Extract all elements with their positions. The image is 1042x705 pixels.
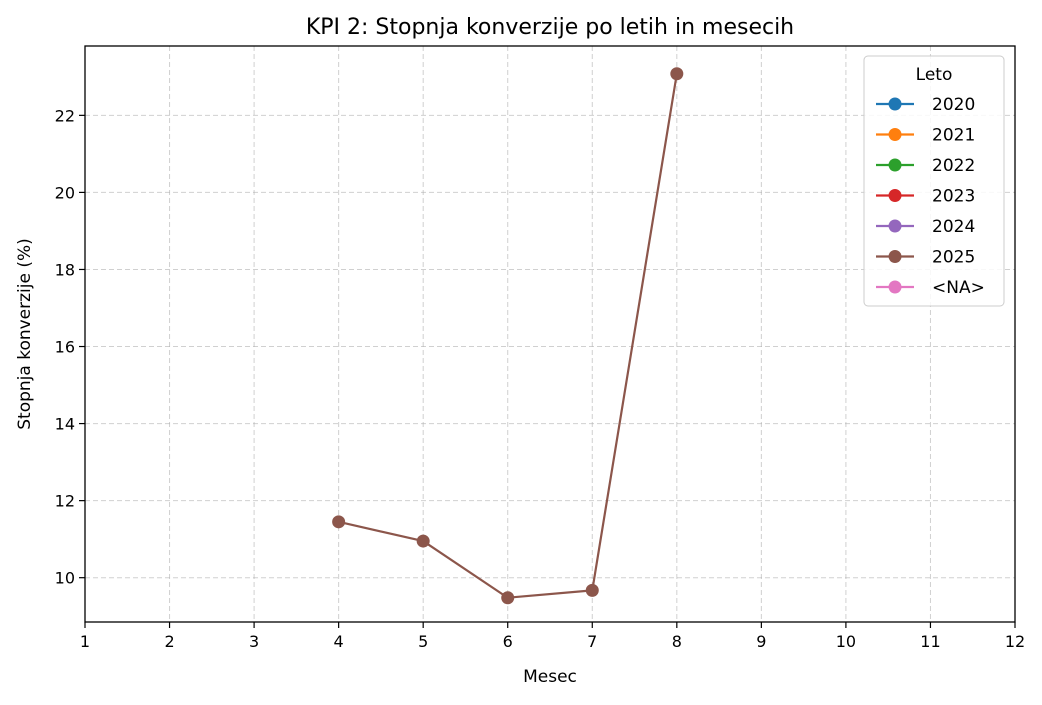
data-point: [332, 515, 346, 529]
legend-swatch-marker: [888, 97, 902, 111]
y-tick-label: 16: [55, 338, 75, 357]
y-tick-label: 20: [55, 183, 75, 202]
legend-label: <NA>: [932, 278, 985, 298]
plot-frame: [84, 45, 1016, 623]
x-tick-label: 3: [249, 632, 259, 651]
x-tick-label: 6: [503, 632, 513, 651]
x-tick-label: 1: [80, 632, 90, 651]
y-axis-label: Stopnja konverzije (%): [15, 238, 35, 430]
legend-items: 2020 2021 2022 2023 2024 2025 <NA>: [876, 95, 985, 298]
y-tick-label: 12: [55, 492, 75, 511]
x-tick-label: 8: [672, 632, 682, 651]
legend-label: 2023: [932, 187, 975, 207]
legend-swatch-marker: [888, 189, 902, 202]
x-tick-label: 4: [334, 632, 344, 651]
x-tick-label: 12: [1005, 632, 1025, 651]
x-tick-label: 2: [164, 632, 174, 651]
x-tick-label: 10: [836, 632, 856, 651]
legend-swatch-marker: [888, 219, 902, 233]
x-tick-label: 7: [587, 632, 597, 651]
chart-title: KPI 2: Stopnja konverzije po letih in me…: [306, 15, 794, 40]
legend-label: 2021: [932, 126, 975, 146]
y-tick-label: 22: [55, 106, 75, 125]
legend-label: 2022: [932, 156, 975, 176]
legend-swatch-marker: [888, 250, 902, 263]
x-axis-label: Mesec: [523, 667, 577, 687]
x-tick-label: 5: [418, 632, 428, 651]
y-tick-label: 18: [55, 260, 75, 279]
series-layer: [332, 67, 684, 605]
x-tick-label: 9: [756, 632, 766, 651]
y-tick-label: 10: [55, 569, 75, 588]
legend-swatch-marker: [888, 158, 902, 172]
x-tick-label: 11: [920, 632, 940, 651]
data-point: [416, 534, 430, 548]
data-point: [670, 67, 684, 81]
legend-swatch-marker: [888, 128, 902, 141]
legend-box: [863, 55, 1005, 307]
legend: Leto 2020 2021 2022 2023 2024 2025 <NA>: [863, 55, 1005, 307]
legend-swatch-marker: [888, 280, 902, 294]
data-point: [585, 583, 599, 597]
data-point: [501, 591, 515, 605]
y-tick-label: 14: [55, 415, 75, 434]
legend-label: 2025: [932, 248, 975, 268]
legend-label: 2020: [932, 95, 975, 115]
legend-label: 2024: [932, 217, 975, 237]
legend-title: Leto: [916, 65, 953, 85]
